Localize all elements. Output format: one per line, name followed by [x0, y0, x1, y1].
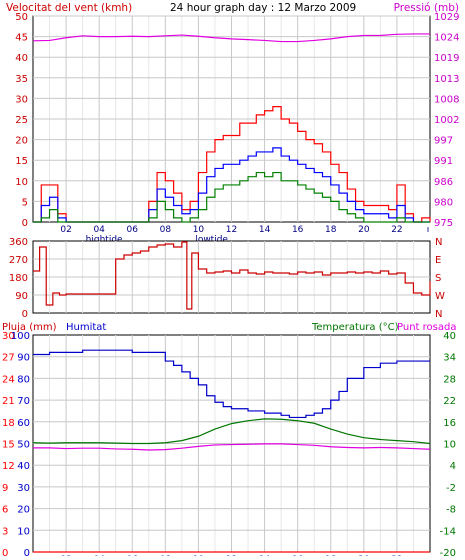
x-tick-label: 12 [226, 225, 237, 235]
y-temp-tick-label: 22 [443, 396, 456, 407]
x-tick-label: 16 [292, 225, 304, 235]
y-right-tick-label: 997 [434, 136, 453, 147]
y-right-tick-label: 1024 [434, 33, 459, 44]
y-left-tick-label: 15 [15, 156, 28, 167]
y-temp-tick-label: 16 [443, 418, 456, 429]
dewpoint-axis-title: Punt rosada [397, 322, 456, 333]
y-left-tick-label: 20 [15, 136, 28, 147]
y-left-tick-label: 25 [15, 115, 28, 126]
y-rain-tick-label: 30 [2, 331, 15, 342]
compass-label: E [435, 255, 441, 266]
rain-axis-title: Pluja (mm) [2, 322, 57, 333]
y-humidity-tick-label: 0 [24, 548, 30, 556]
y-humidity-tick-label: 70 [17, 396, 30, 407]
y-temp-tick-label: 34 [443, 353, 456, 364]
y-left-tick-label: 5 [22, 197, 28, 208]
y-rain-tick-label: 27 [2, 353, 15, 364]
humidity-axis-title: Humitat [66, 322, 106, 333]
y-humidity-tick-label: 10 [17, 526, 30, 537]
x-tick-label: 08 [160, 225, 172, 235]
y-rain-tick-label: 0 [2, 548, 8, 556]
y-left-tick-label: 45 [15, 33, 28, 44]
y-left-tick-label: 30 [15, 94, 28, 105]
temperature-axis-title: Temperatura (°C) [311, 322, 399, 333]
y-temp-tick-label: -20 [440, 548, 456, 556]
series-humidity [33, 349, 430, 419]
x-tick-label: 10 [193, 225, 205, 235]
y-right-tick-label: 991 [434, 156, 453, 167]
y-rain-tick-label: 15 [2, 440, 15, 451]
y-rain-tick-label: 12 [2, 461, 15, 472]
y-left-tick-label: 180 [9, 273, 28, 284]
y-temp-tick-label: 28 [443, 374, 456, 385]
y-right-tick-label: 1029 [434, 12, 459, 23]
series-min [33, 171, 430, 223]
y-left-tick-label: 0 [22, 218, 28, 229]
y-humidity-tick-label: 40 [17, 461, 30, 472]
y-temp-tick-label: 10 [443, 440, 456, 451]
y-temp-tick-label: 4 [450, 461, 456, 472]
y-left-tick-label: 360 [9, 237, 28, 248]
compass-label: W [435, 291, 445, 302]
x-tick-label: 14 [259, 225, 271, 235]
compass-label: N [435, 237, 442, 248]
y-left-tick-label: 270 [9, 255, 28, 266]
wind-pressure-chart: 0510152025303540455097598098699199710021… [15, 12, 459, 245]
y-humidity-tick-label: 100 [11, 331, 30, 342]
y-left-tick-label: 90 [15, 291, 28, 302]
y-rain-tick-label: 6 [2, 505, 8, 516]
series-temperature [32, 418, 431, 445]
y-rain-tick-label: 21 [2, 396, 15, 407]
x-annotation-lowtide: lowtide [195, 235, 228, 245]
x-tick-label: 18 [325, 225, 337, 235]
graph-day-title: 24 hour graph day : 12 Marzo 2009 [170, 2, 356, 14]
series-wind-direction [33, 241, 431, 310]
y-left-tick-label: 40 [15, 53, 28, 64]
y-right-tick-label: 1019 [434, 53, 459, 64]
x-tick-label: 04 [93, 225, 105, 235]
x-tick-label: 20 [358, 225, 370, 235]
y-humidity-tick-label: 60 [17, 418, 30, 429]
x-tick-label: 06 [127, 225, 139, 235]
pressure-axis-title: Pressió (mb) [394, 2, 459, 14]
y-humidity-tick-label: 80 [17, 374, 30, 385]
y-rain-tick-label: 9 [2, 483, 8, 494]
y-left-tick-label: 35 [15, 74, 28, 85]
series-pressure [32, 33, 430, 43]
x-tick-label: 22 [391, 225, 402, 235]
y-right-tick-label: 1013 [434, 74, 459, 85]
compass-label: N [435, 309, 442, 320]
y-temp-tick-label: 40 [443, 331, 456, 342]
y-humidity-tick-label: 20 [17, 505, 30, 516]
y-temp-tick-label: -2 [446, 483, 456, 494]
y-humidity-tick-label: 50 [17, 440, 30, 451]
y-humidity-tick-label: 90 [17, 353, 30, 364]
y-rain-tick-label: 3 [2, 526, 8, 537]
y-right-tick-label: 1008 [434, 94, 459, 105]
y-right-tick-label: 975 [434, 218, 453, 229]
x-annotation-hightide: hightide [86, 235, 123, 245]
y-humidity-tick-label: 30 [17, 483, 30, 494]
y-left-tick-label: 10 [15, 177, 28, 188]
y-right-tick-label: 980 [434, 197, 453, 208]
y-rain-tick-label: 18 [2, 418, 15, 429]
y-right-tick-label: 1002 [434, 115, 459, 126]
y-right-tick-label: 986 [434, 177, 453, 188]
compass-label: S [435, 273, 441, 284]
wind-speed-axis-title: Velocitat del vent (kmh) [6, 2, 132, 14]
y-rain-tick-label: 24 [2, 374, 15, 385]
x-tick-end: ı [427, 225, 430, 235]
y-left-tick-label: 0 [22, 309, 28, 320]
y-left-tick-label: 50 [15, 12, 28, 23]
y-temp-tick-label: -8 [446, 505, 456, 516]
series-dewpoint [33, 443, 431, 451]
x-tick-label: 02 [60, 225, 71, 235]
y-temp-tick-label: -14 [440, 526, 456, 537]
